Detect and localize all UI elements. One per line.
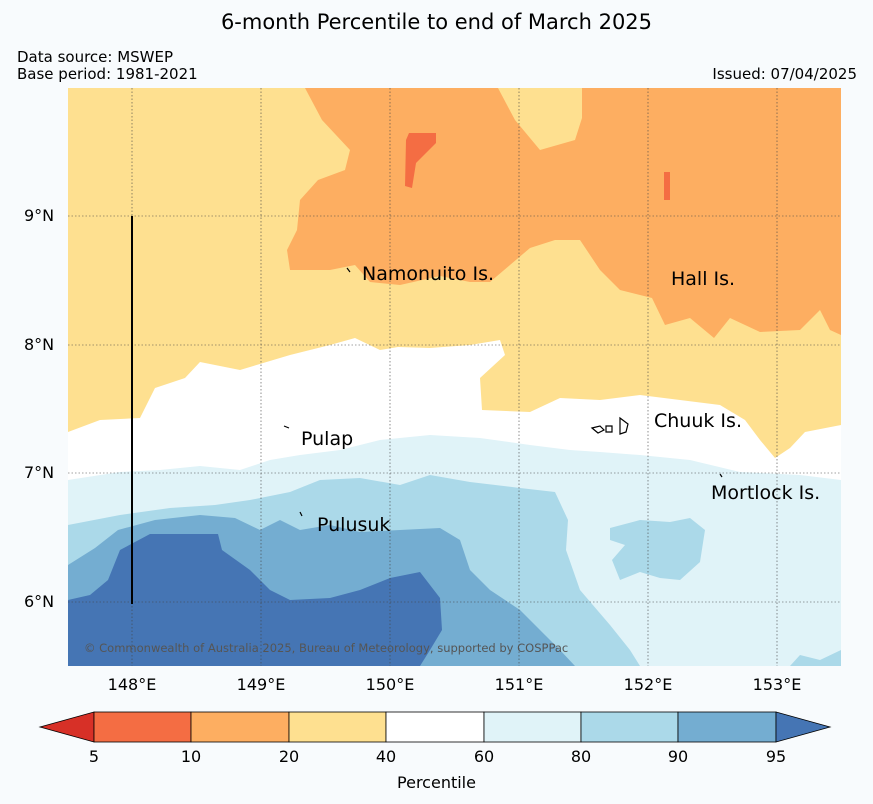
colorbar (38, 711, 832, 743)
colorbar-bin-60-80 (483, 711, 582, 743)
field-80-90-east (610, 518, 705, 580)
field-80-90-se (790, 650, 841, 666)
lon-label-152e: 152°E (623, 675, 673, 694)
lon-label-148e: 148°E (107, 675, 157, 694)
colorbar-bin-5-10 (93, 711, 192, 743)
colorbar-tick-5: 5 (88, 747, 100, 766)
base-period-text: Base period: 1981-2021 (17, 65, 198, 83)
colorbar-tick-40: 40 (375, 747, 397, 766)
copyright-text: © Commonwealth of Australia 2025, Bureau… (84, 641, 569, 655)
colorbar-high-arrow (775, 711, 832, 743)
colorbar-bin-40-60 (385, 711, 485, 743)
field-5-10-a (405, 133, 436, 188)
colorbar-tick-10: 10 (180, 747, 202, 766)
colorbar-tick-90: 90 (667, 747, 689, 766)
colorbar-bin-10-20 (190, 711, 290, 743)
colorbar-tick-60: 60 (473, 747, 495, 766)
colorbar-tick-95: 95 (765, 747, 787, 766)
place-hall: Hall Is. (671, 268, 736, 290)
colorbar-low-arrow (38, 711, 95, 743)
colorbar-bin-80-90 (580, 711, 679, 743)
island-outlines (283, 267, 723, 517)
map-title: 6-month Percentile to end of March 2025 (220, 10, 653, 34)
map-field (68, 88, 841, 666)
lon-label-150e: 150°E (365, 675, 415, 694)
colorbar-bin-20-40 (288, 711, 387, 743)
place-pulusuk: Pulusuk (317, 514, 391, 536)
lat-label-6n: 6°N (24, 592, 55, 611)
lon-label-151e: 151°E (494, 675, 544, 694)
field-5-10-b (664, 172, 670, 200)
place-chuuk: Chuuk Is. (654, 410, 742, 432)
place-pulap: Pulap (301, 428, 354, 450)
colorbar-label: Percentile (397, 773, 476, 792)
issued-date-text: Issued: 07/04/2025 (712, 65, 857, 83)
lat-label-8n: 8°N (24, 335, 55, 354)
place-mortlock: Mortlock Is. (711, 482, 821, 504)
lat-label-9n: 9°N (24, 206, 55, 225)
colorbar-tick-80: 80 (570, 747, 592, 766)
lat-label-7n: 7°N (24, 463, 55, 482)
place-namonuito: Namonuito Is. (362, 263, 495, 285)
colorbar-bin-90-95 (677, 711, 777, 743)
field-above-95 (68, 534, 442, 666)
lon-label-153e: 153°E (752, 675, 802, 694)
lon-label-149e: 149°E (236, 675, 286, 694)
meta-left: Data source: MSWEP Base period: 1981-202… (17, 49, 198, 83)
data-source-text: Data source: MSWEP (17, 48, 174, 66)
gridlines (68, 88, 841, 666)
colorbar-tick-20: 20 (278, 747, 300, 766)
